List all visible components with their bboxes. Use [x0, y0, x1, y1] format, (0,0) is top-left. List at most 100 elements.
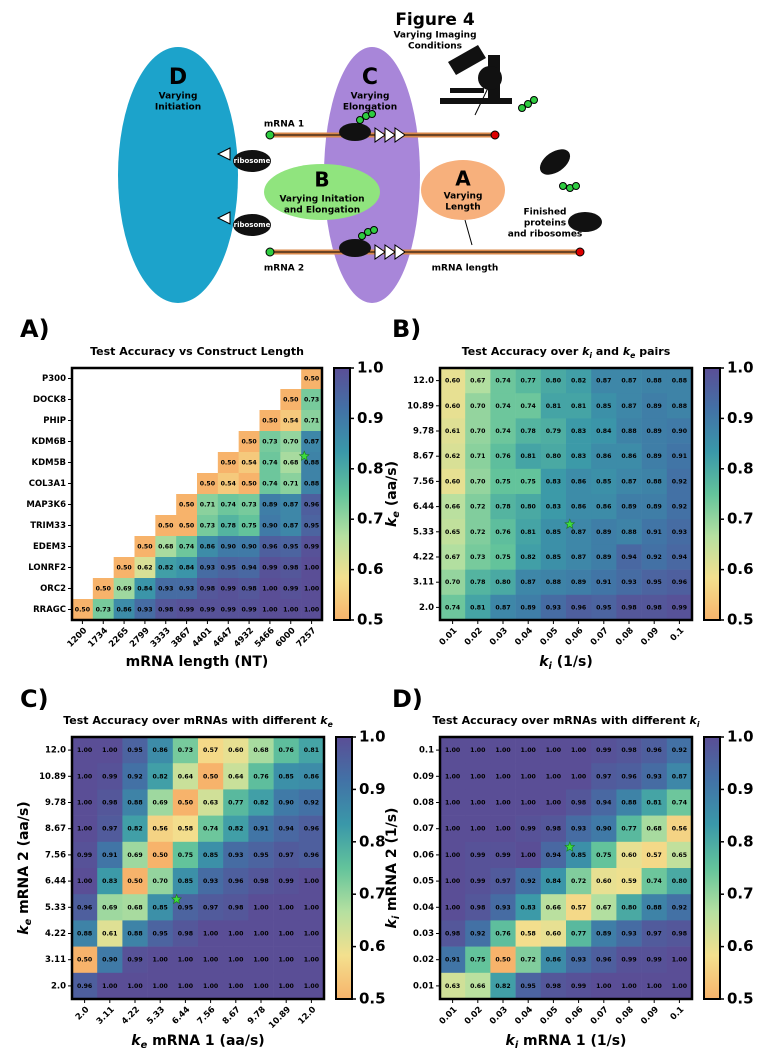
y-tick-label: EDEM3 — [33, 542, 66, 552]
cell-label: 0.50 — [137, 544, 153, 551]
cell-label: 1.00 — [647, 983, 663, 990]
cell-label: 0.84 — [546, 878, 562, 885]
region-label: Varying Initation — [279, 195, 364, 205]
cell — [490, 519, 516, 545]
cell-label: 1.00 — [546, 800, 562, 807]
cell-label: 0.85 — [203, 852, 218, 859]
cell — [280, 494, 302, 516]
cell — [440, 443, 466, 470]
cell-label: 0.76 — [495, 453, 510, 460]
cell-label: 0.78 — [221, 523, 236, 530]
cell — [440, 789, 466, 816]
cell — [197, 557, 219, 579]
cell-label: 0.74 — [445, 604, 461, 611]
y-axis-label-part: i — [391, 915, 402, 919]
colorbar-tick-label: 1.0 — [357, 359, 384, 377]
y-tick-label: 9.78 — [45, 798, 66, 808]
cell-label: 1.00 — [304, 983, 320, 990]
cell — [666, 393, 693, 419]
cell-label: 0.80 — [672, 878, 688, 885]
finished-label: proteins — [524, 219, 566, 229]
x-axis-label-part: mRNA 1 (1/s) — [518, 1033, 626, 1049]
cell-label: 1.00 — [495, 826, 511, 833]
x-tick-label: 6000 — [274, 626, 298, 650]
cell — [515, 763, 542, 790]
cell-label: 0.90 — [102, 957, 118, 964]
y-tick-label: 0.05 — [413, 877, 434, 887]
cell-label: 0.67 — [445, 554, 460, 561]
cell-label: 1.00 — [203, 931, 219, 938]
cell — [280, 452, 302, 474]
cell — [223, 789, 249, 816]
panel-label: D) — [392, 685, 423, 713]
cell-label: 0.91 — [596, 579, 611, 586]
cell-label: 1.00 — [77, 800, 93, 807]
cell — [259, 410, 281, 432]
cell-label: 0.94 — [596, 800, 612, 807]
cell — [566, 544, 592, 570]
cell — [666, 443, 693, 470]
cell — [440, 946, 466, 974]
chart-title-part: e — [630, 351, 635, 360]
cell — [616, 972, 642, 1000]
cell — [616, 544, 642, 570]
cell — [440, 393, 466, 419]
cell-label: 1.00 — [228, 931, 244, 938]
x-axis-label-part: k — [506, 1033, 517, 1049]
cell-label: 0.85 — [153, 904, 168, 911]
cell — [176, 515, 198, 537]
y-tick-label: 0.07 — [413, 824, 434, 834]
cell-label: 0.98 — [672, 931, 687, 938]
cell — [147, 972, 174, 1000]
x-tick-label: 3.11 — [95, 1005, 117, 1027]
x-tick-label: 0.06 — [564, 626, 586, 648]
cell — [97, 841, 123, 869]
chart-title-part: Test Accuracy over mRNAs with different — [432, 714, 689, 727]
cell — [238, 536, 260, 558]
cell — [591, 368, 617, 394]
cell — [440, 569, 466, 596]
combined-region — [264, 164, 380, 220]
cell-label: 1.00 — [228, 983, 244, 990]
cell — [273, 841, 300, 869]
cell-label: 0.50 — [158, 523, 174, 530]
arrows — [216, 127, 406, 260]
colorbar — [703, 367, 721, 621]
cell — [540, 737, 567, 764]
cell — [155, 515, 177, 537]
cell — [465, 418, 491, 444]
cell — [273, 972, 300, 1000]
cell-label: 0.67 — [470, 378, 485, 385]
imaging-label: Conditions — [408, 42, 462, 52]
cell — [641, 894, 668, 921]
cell-label: 1.00 — [203, 957, 219, 964]
cell — [666, 569, 693, 596]
colorbar-tick-label: 0.6 — [357, 560, 384, 578]
cell — [248, 894, 274, 921]
cell-label: 0.74 — [495, 428, 511, 435]
cell-label: 0.88 — [621, 428, 636, 435]
cell — [566, 789, 592, 816]
cell-label: 0.96 — [571, 604, 586, 611]
cell — [465, 393, 491, 419]
cell — [238, 494, 260, 516]
cell-label: 0.71 — [283, 481, 298, 488]
cell-label: 0.88 — [127, 931, 142, 938]
cell-label: 0.83 — [546, 478, 561, 485]
cell-label: 1.00 — [470, 747, 486, 754]
cell — [440, 972, 466, 1000]
cell — [591, 972, 617, 1000]
cell — [591, 789, 617, 816]
cell-label: 0.88 — [621, 529, 636, 536]
cell — [490, 544, 516, 570]
y-tick-label: 6.44 — [413, 502, 434, 512]
cell — [465, 894, 491, 921]
cell — [197, 494, 219, 516]
cell-label: 0.98 — [158, 607, 173, 614]
cell — [198, 946, 224, 974]
cell-label: 0.81 — [647, 800, 662, 807]
cell — [666, 544, 693, 570]
cell — [97, 946, 123, 974]
cell-label: 0.99 — [521, 826, 536, 833]
cell-label: 0.90 — [279, 800, 295, 807]
